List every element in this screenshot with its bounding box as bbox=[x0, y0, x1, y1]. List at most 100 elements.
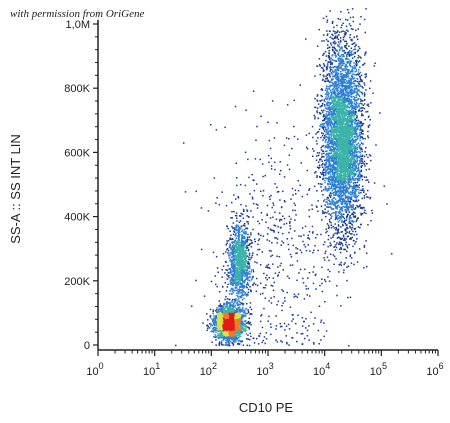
event-dot bbox=[330, 125, 332, 128]
event-dot bbox=[363, 211, 365, 214]
event-dot bbox=[350, 99, 353, 101]
event-dot bbox=[345, 140, 347, 142]
event-dot bbox=[364, 151, 366, 153]
event-dot bbox=[322, 63, 325, 65]
event-dot bbox=[349, 84, 352, 86]
event-dot bbox=[337, 83, 340, 86]
event-dot bbox=[335, 115, 338, 118]
event-dot bbox=[336, 285, 338, 287]
event-dot bbox=[327, 113, 330, 115]
event-dot bbox=[240, 328, 242, 331]
event-dot bbox=[340, 175, 343, 178]
event-dot bbox=[323, 259, 326, 261]
event-dot bbox=[335, 155, 337, 157]
event-dot bbox=[322, 17, 325, 20]
event-dot bbox=[349, 124, 351, 126]
event-dot bbox=[325, 107, 327, 109]
event-dot bbox=[343, 205, 345, 208]
event-dot bbox=[326, 101, 329, 103]
event-dot bbox=[357, 82, 360, 85]
event-dot bbox=[327, 40, 329, 42]
event-dot bbox=[352, 42, 355, 45]
event-dot bbox=[340, 192, 342, 194]
event-dot bbox=[344, 132, 346, 134]
event-dot bbox=[361, 103, 363, 105]
event-dot bbox=[331, 155, 334, 158]
event-dot bbox=[343, 33, 346, 35]
event-dot bbox=[335, 190, 338, 193]
event-dot bbox=[336, 167, 338, 169]
event-dot bbox=[321, 164, 323, 166]
event-dot bbox=[343, 125, 346, 128]
event-dot bbox=[329, 62, 332, 64]
event-dot bbox=[341, 157, 343, 159]
event-dot bbox=[325, 110, 328, 113]
event-dot bbox=[350, 204, 353, 207]
event-dot bbox=[211, 318, 213, 320]
event-dot bbox=[353, 67, 355, 70]
event-dot bbox=[323, 212, 326, 214]
event-dot bbox=[367, 135, 369, 137]
event-dot bbox=[332, 75, 334, 77]
event-dot bbox=[343, 141, 346, 144]
event-dot bbox=[340, 102, 342, 104]
event-dot bbox=[329, 196, 332, 198]
event-dot bbox=[346, 91, 348, 94]
event-dot bbox=[345, 44, 347, 47]
event-dot bbox=[350, 47, 353, 49]
event-dot bbox=[319, 73, 321, 76]
event-dot bbox=[358, 125, 361, 127]
event-dot bbox=[353, 56, 356, 58]
event-dot bbox=[336, 110, 339, 112]
event-dot bbox=[341, 201, 343, 203]
event-dot bbox=[347, 200, 350, 202]
event-dot bbox=[331, 140, 333, 142]
event-dot bbox=[324, 169, 326, 171]
event-dot bbox=[343, 219, 346, 222]
event-dot bbox=[332, 143, 335, 146]
event-dot bbox=[340, 197, 343, 199]
event-dot bbox=[330, 66, 332, 69]
event-dot bbox=[348, 220, 351, 223]
event-dot bbox=[338, 84, 341, 87]
event-dot bbox=[336, 89, 338, 91]
event-dot bbox=[329, 66, 332, 68]
event-dot bbox=[334, 82, 336, 84]
event-dot bbox=[338, 248, 341, 250]
event-dot bbox=[328, 122, 330, 124]
event-dot bbox=[337, 142, 339, 144]
event-dot bbox=[337, 156, 339, 159]
event-dot bbox=[326, 77, 328, 79]
event-dot bbox=[334, 113, 336, 116]
event-dot bbox=[329, 103, 331, 105]
event-dot bbox=[330, 127, 332, 129]
event-dot bbox=[336, 24, 338, 27]
event-dot bbox=[326, 122, 328, 124]
event-dot bbox=[334, 205, 336, 207]
event-dot bbox=[335, 153, 338, 156]
event-dot bbox=[345, 111, 348, 113]
event-dot bbox=[330, 68, 332, 71]
event-dot bbox=[332, 211, 334, 214]
event-dot bbox=[327, 138, 330, 141]
event-dot bbox=[328, 159, 330, 162]
event-dot bbox=[365, 212, 367, 215]
event-dot bbox=[349, 238, 351, 240]
event-dot bbox=[348, 196, 350, 198]
event-dot bbox=[343, 122, 346, 125]
event-dot bbox=[333, 234, 335, 236]
event-dot bbox=[344, 158, 346, 161]
event-dot bbox=[326, 115, 328, 118]
event-dot bbox=[346, 128, 348, 131]
event-dot bbox=[352, 67, 354, 69]
event-dot bbox=[331, 184, 334, 187]
event-dot bbox=[327, 121, 330, 123]
event-dot bbox=[324, 165, 326, 167]
event-dot bbox=[347, 174, 349, 176]
event-dot bbox=[339, 151, 341, 153]
event-dot bbox=[325, 201, 327, 203]
event-dot bbox=[344, 239, 346, 242]
event-dot bbox=[350, 135, 353, 137]
event-dot bbox=[342, 112, 345, 114]
event-dot bbox=[339, 163, 342, 166]
